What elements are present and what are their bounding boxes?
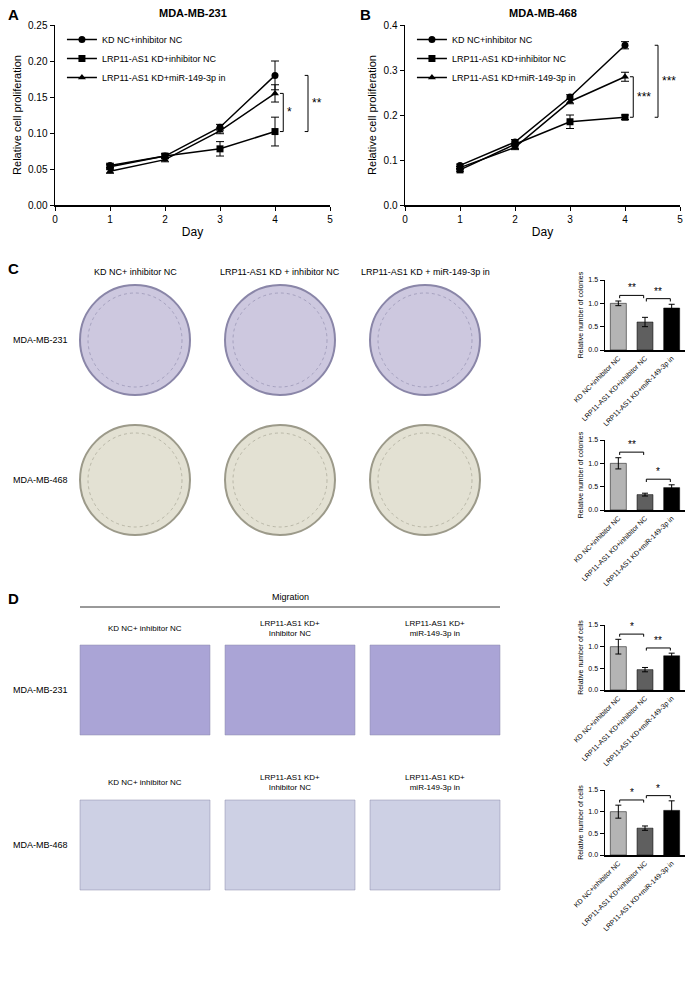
svg-text:B: B	[360, 6, 371, 23]
svg-text:MDA-MB-231: MDA-MB-231	[13, 335, 68, 345]
svg-text:LRP11-AS1 KD+miR-149-3p in: LRP11-AS1 KD+miR-149-3p in	[405, 619, 465, 638]
svg-text:**: **	[654, 286, 662, 297]
svg-text:LRP11-AS1 KD+miR-149-3p in: LRP11-AS1 KD+miR-149-3p in	[602, 695, 676, 769]
svg-text:*: *	[630, 787, 634, 798]
svg-text:LRP11-AS1 KD + miR-149-3p in: LRP11-AS1 KD + miR-149-3p in	[361, 267, 490, 277]
svg-text:1: 1	[457, 214, 463, 225]
svg-text:0.20: 0.20	[28, 56, 48, 67]
svg-text:5: 5	[327, 214, 333, 225]
svg-text:4: 4	[622, 214, 628, 225]
svg-text:LRP11-AS1 KD+inhibitor NC: LRP11-AS1 KD+inhibitor NC	[452, 54, 567, 64]
svg-text:0.0: 0.0	[588, 851, 598, 858]
svg-text:LRP11-AS1 KD+miR-149-3p in: LRP11-AS1 KD+miR-149-3p in	[452, 73, 576, 83]
svg-text:A: A	[8, 6, 19, 23]
svg-text:MDA-MB-468: MDA-MB-468	[509, 7, 577, 19]
svg-text:Migration: Migration	[272, 592, 309, 602]
svg-text:LRP11-AS1 KD+Inhibitor NC: LRP11-AS1 KD+Inhibitor NC	[260, 773, 320, 792]
svg-text:D: D	[8, 590, 19, 607]
svg-text:1.0: 1.0	[588, 460, 598, 467]
svg-text:KD NC+ inhibitor NC: KD NC+ inhibitor NC	[108, 624, 182, 633]
svg-text:1.5: 1.5	[588, 621, 598, 628]
svg-text:0.25: 0.25	[28, 20, 48, 31]
svg-text:LRP11-AS1 KD+Inhibitor NC: LRP11-AS1 KD+Inhibitor NC	[260, 619, 320, 638]
svg-text:**: **	[628, 439, 636, 450]
svg-text:**: **	[312, 96, 322, 110]
svg-text:LRP11-AS1 KD+inhibitor NC: LRP11-AS1 KD+inhibitor NC	[580, 695, 648, 763]
svg-text:0.10: 0.10	[28, 128, 48, 139]
svg-text:0.05: 0.05	[28, 164, 48, 175]
svg-text:0.15: 0.15	[28, 92, 48, 103]
svg-text:1.5: 1.5	[588, 436, 598, 443]
svg-text:**: **	[654, 635, 662, 646]
svg-text:0: 0	[52, 214, 58, 225]
svg-text:0.5: 0.5	[588, 830, 598, 837]
svg-text:0.1: 0.1	[384, 155, 398, 166]
svg-text:KD NC+inhibitor NC: KD NC+inhibitor NC	[572, 355, 621, 404]
svg-text:***: ***	[662, 74, 676, 88]
svg-text:LRP11-AS1 KD+inhibitor NC: LRP11-AS1 KD+inhibitor NC	[580, 515, 648, 583]
svg-text:1.5: 1.5	[588, 786, 598, 793]
svg-text:KD NC+inhibitor NC: KD NC+inhibitor NC	[572, 695, 621, 744]
svg-text:KD NC+inhibitor NC: KD NC+inhibitor NC	[572, 860, 621, 909]
svg-text:Day: Day	[182, 225, 203, 239]
svg-text:4: 4	[272, 214, 278, 225]
svg-text:0.3: 0.3	[384, 65, 398, 76]
svg-text:Relative number of cells: Relative number of cells	[577, 620, 584, 695]
svg-text:C: C	[8, 260, 19, 277]
svg-text:KD NC+ inhibitor NC: KD NC+ inhibitor NC	[108, 778, 182, 787]
svg-text:LRP11-AS1 KD+miR-149-3p in: LRP11-AS1 KD+miR-149-3p in	[602, 355, 676, 429]
svg-text:*: *	[656, 783, 660, 794]
svg-text:MDA-MB-231: MDA-MB-231	[13, 685, 68, 695]
svg-text:0: 0	[402, 214, 408, 225]
svg-text:KD NC+ inhibitor NC: KD NC+ inhibitor NC	[94, 267, 177, 277]
svg-text:**: **	[628, 282, 636, 293]
svg-text:KD NC+inhibitor NC: KD NC+inhibitor NC	[102, 35, 183, 45]
svg-text:0.5: 0.5	[588, 323, 598, 330]
svg-text:Relative number of cells: Relative number of cells	[577, 785, 584, 860]
svg-text:2: 2	[162, 214, 168, 225]
svg-text:MDA-MB-468: MDA-MB-468	[13, 475, 68, 485]
svg-text:Relative cell proliferation: Relative cell proliferation	[366, 55, 378, 175]
svg-text:1.0: 1.0	[588, 643, 598, 650]
svg-text:*: *	[656, 466, 660, 477]
svg-text:0.0: 0.0	[588, 506, 598, 513]
svg-text:MDA-MB-231: MDA-MB-231	[159, 7, 227, 19]
svg-text:0.00: 0.00	[28, 200, 48, 211]
svg-text:1.0: 1.0	[588, 808, 598, 815]
svg-text:LRP11-AS1 KD+miR-149-3p in: LRP11-AS1 KD+miR-149-3p in	[405, 773, 465, 792]
svg-text:LRP11-AS1 KD + inhibitor NC: LRP11-AS1 KD + inhibitor NC	[220, 267, 340, 277]
svg-text:KD NC+inhibitor NC: KD NC+inhibitor NC	[572, 515, 621, 564]
svg-text:LRP11-AS1 KD+miR-149-3p in: LRP11-AS1 KD+miR-149-3p in	[102, 73, 226, 83]
svg-text:*: *	[630, 621, 634, 632]
svg-text:LRP11-AS1 KD+miR-149-3p in: LRP11-AS1 KD+miR-149-3p in	[602, 515, 676, 589]
svg-text:0.4: 0.4	[384, 20, 398, 31]
svg-text:Relative number of colonies: Relative number of colonies	[577, 431, 584, 518]
svg-text:Relative cell proliferation: Relative cell proliferation	[11, 55, 23, 175]
svg-text:LRP11-AS1 KD+inhibitor NC: LRP11-AS1 KD+inhibitor NC	[580, 355, 648, 423]
svg-text:LRP11-AS1 KD+inhibitor NC: LRP11-AS1 KD+inhibitor NC	[580, 860, 648, 928]
svg-text:2: 2	[512, 214, 518, 225]
svg-text:Relative number of colonies: Relative number of colonies	[577, 271, 584, 358]
svg-text:3: 3	[217, 214, 223, 225]
svg-text:0.0: 0.0	[588, 686, 598, 693]
svg-text:KD NC+inhibitor NC: KD NC+inhibitor NC	[452, 35, 533, 45]
svg-text:0.5: 0.5	[588, 665, 598, 672]
svg-text:LRP11-AS1 KD+inhibitor NC: LRP11-AS1 KD+inhibitor NC	[102, 54, 217, 64]
svg-text:1.0: 1.0	[588, 300, 598, 307]
svg-text:0.0: 0.0	[588, 346, 598, 353]
svg-text:***: ***	[637, 90, 651, 104]
svg-text:3: 3	[567, 214, 573, 225]
svg-text:Day: Day	[532, 225, 553, 239]
svg-text:MDA-MB-468: MDA-MB-468	[13, 840, 68, 850]
svg-text:1.5: 1.5	[588, 276, 598, 283]
svg-text:0.2: 0.2	[384, 110, 398, 121]
svg-text:*: *	[287, 105, 292, 119]
svg-text:1: 1	[107, 214, 113, 225]
svg-text:LRP11-AS1 KD+miR-149-3p in: LRP11-AS1 KD+miR-149-3p in	[602, 860, 676, 934]
svg-text:0.5: 0.5	[588, 483, 598, 490]
svg-text:5: 5	[677, 214, 683, 225]
svg-text:0.0: 0.0	[384, 200, 398, 211]
